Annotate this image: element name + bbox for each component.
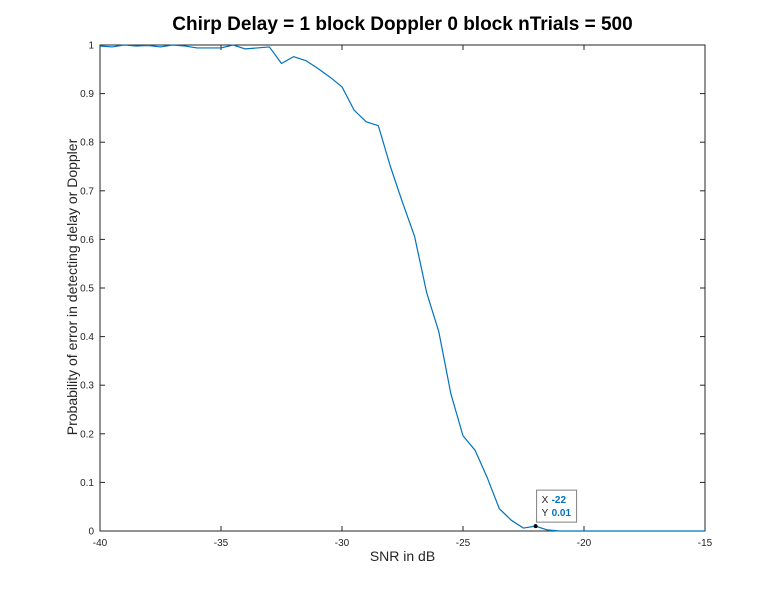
y-tick-label: 0.9 [80,89,94,100]
x-tick-label: -35 [214,538,229,549]
axes-box [99,44,706,532]
y-tick-label: 0 [88,527,94,538]
y-tick-label: 0.4 [80,332,94,343]
y-tick-label: 0.6 [80,235,94,246]
data-tip-y-value: 0.01 [552,508,572,519]
y-tick-label: 0.8 [80,138,94,149]
x-tick-label: -15 [698,538,713,549]
x-tick-label: -25 [456,538,471,549]
chart-title: Chirp Delay = 1 block Doppler 0 block nT… [172,14,633,35]
data-tip-x-value: -22 [552,495,567,506]
y-tick-label: 0.2 [80,429,94,440]
x-tick-label: -20 [577,538,592,549]
y-tick-label: 0.1 [80,478,94,489]
data-tip[interactable]: X -22Y 0.01 [533,489,578,529]
x-tick-label: -40 [93,538,108,549]
y-tick-label: 0.5 [80,284,94,295]
series-layer [99,44,705,532]
data-tip-y-key: Y [542,508,549,519]
y-axis-label: Probability of error in detecting delay … [64,138,80,436]
series-line [99,44,705,532]
x-axis-label: SNR in dB [369,548,436,564]
y-tick-label: 1 [88,41,94,52]
y-tick-label: 0.7 [80,186,94,197]
data-tip-box [536,489,578,523]
y-tick-label: 0.3 [80,381,94,392]
data-tip-marker [533,524,538,529]
ticks-layer: -40 -35 -30 -25 -20 -15 0 0.1 0.2 0.3 0.4 0.5 0.6 0.7… [80,41,713,550]
data-tip-x-key: X [542,495,549,506]
x-tick-label: -30 [335,538,350,549]
